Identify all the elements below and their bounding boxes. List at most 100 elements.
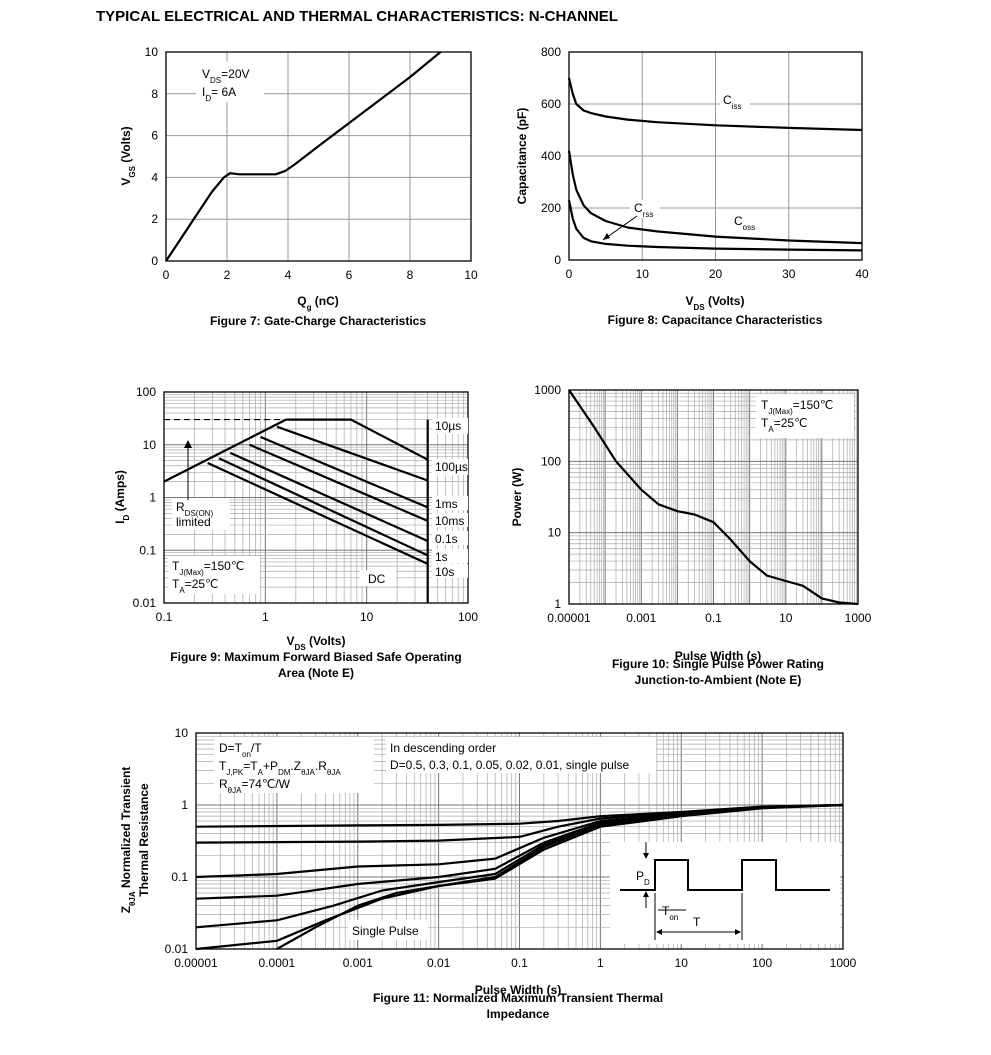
annotation-box xyxy=(214,737,374,793)
waveform-inset xyxy=(610,842,840,944)
pulse-label: 10ms xyxy=(435,514,464,528)
series-line-ciss xyxy=(567,77,863,132)
page-title: TYPICAL ELECTRICAL AND THERMAL CHARACTER… xyxy=(96,8,618,25)
y-tick-label: 10 xyxy=(143,438,157,452)
y-tick-label: 0.01 xyxy=(165,942,189,956)
x-axis-label: VDS (Volts) xyxy=(287,634,346,652)
annotation-box xyxy=(360,570,396,586)
annotation-box xyxy=(168,556,260,594)
x-tick-label: 4 xyxy=(285,268,292,282)
pd-arrowhead-top xyxy=(643,853,649,859)
annotation-limited: limited xyxy=(176,515,211,529)
y-tick-label: 0 xyxy=(554,253,561,267)
x-tick-label: 6 xyxy=(346,268,353,282)
annotation-box xyxy=(432,564,468,578)
y-tick-label: 0.1 xyxy=(171,870,188,884)
plot-frame xyxy=(195,732,844,950)
annotation-box xyxy=(196,62,264,102)
y-tick-label: 10 xyxy=(175,726,189,740)
annotation-ta: TA=25℃ xyxy=(172,577,219,595)
y-tick-label: 1 xyxy=(554,597,561,611)
y-tick-label: 0.01 xyxy=(133,596,157,610)
annotation-duty-list: D=0.5, 0.3, 0.1, 0.05, 0.02, 0.01, singl… xyxy=(390,758,629,772)
annotation-box xyxy=(432,549,468,563)
figure-caption: Figure 11: Normalized Maximum Transient … xyxy=(373,991,663,1005)
x-axis-label: Qg (nC) xyxy=(297,294,339,312)
y-axis-label: Power (W) xyxy=(510,468,524,527)
series-line-crss xyxy=(567,199,863,252)
y-tick-label: 0.1 xyxy=(139,543,156,557)
x-axis-label: Pulse Width (s) xyxy=(475,983,562,997)
crss-arrowhead xyxy=(603,233,610,240)
plot-frame xyxy=(165,51,472,262)
y-tick-label: 100 xyxy=(541,454,561,468)
x-tick-label: 0.001 xyxy=(343,956,373,970)
figure-11: 0.00001 0.0001 0.001 0.01 0.1 1 10 100 1000 0.01 0… xyxy=(119,726,857,1021)
x-tick-label: 100 xyxy=(458,610,478,624)
figure-caption: Figure 8: Capacitance Characteristics xyxy=(608,313,823,327)
y-tick-label: 8 xyxy=(151,87,158,101)
figure-caption: Figure 10: Single Pulse Power Rating xyxy=(612,657,824,671)
figure-caption: Area (Note E) xyxy=(278,666,354,680)
pulse-label: 10µs xyxy=(435,419,461,433)
y-tick-label: 1 xyxy=(181,798,188,812)
x-tick-label: 10 xyxy=(779,611,793,625)
x-tick-label: 100 xyxy=(752,956,772,970)
waveform-pd-label: PD xyxy=(636,869,650,887)
y-tick-label: 4 xyxy=(151,170,158,184)
x-tick-label: 0 xyxy=(566,267,573,281)
x-tick-label: 2 xyxy=(224,268,231,282)
y-tick-label: 800 xyxy=(541,45,561,59)
x-tick-label: 1 xyxy=(262,610,269,624)
pulse-label: 100µs xyxy=(435,460,468,474)
x-tick-label: 1000 xyxy=(830,956,857,970)
x-axis-label: Pulse Width (s) xyxy=(675,649,762,663)
x-tick-label: 0.0001 xyxy=(259,956,296,970)
pulse-label: 1ms xyxy=(435,497,458,511)
y-tick-label: 1 xyxy=(149,491,156,505)
x-tick-label: 10 xyxy=(636,267,650,281)
series-line-10s xyxy=(207,462,429,565)
annotation-rtheta: RθJA=74℃/W xyxy=(219,777,291,795)
annotation-box xyxy=(432,459,468,475)
y-axis-label: ID (Amps) xyxy=(113,470,131,524)
series-line-1ms xyxy=(260,435,429,509)
y-tick-label: 1000 xyxy=(534,383,561,397)
annotation-box xyxy=(432,513,468,527)
rds-arrowhead xyxy=(184,440,192,448)
pd-arrowhead-bottom xyxy=(643,891,649,897)
y-axis-label: ZθJA Normalized Transient xyxy=(119,767,137,914)
waveform-ton-label: Ton xyxy=(662,904,678,922)
pulse-label: 10s xyxy=(435,565,454,579)
series-line-10ms xyxy=(249,443,429,522)
x-tick-label: 0.1 xyxy=(705,611,722,625)
annotation-rdson: RDS(ON) xyxy=(176,500,213,518)
series-label-coss: Coss xyxy=(734,214,755,232)
x-tick-label: 10 xyxy=(675,956,689,970)
x-tick-label: 20 xyxy=(709,267,723,281)
annotation-id: ID= 6A xyxy=(202,85,236,103)
series-line-0-1s xyxy=(229,451,429,543)
x-tick-label: 10 xyxy=(464,268,478,282)
series-line-single-pulse xyxy=(276,803,844,950)
x-tick-label: 0.00001 xyxy=(547,611,591,625)
x-tick-label: 0.1 xyxy=(156,610,173,624)
pulse-label: 1s xyxy=(435,550,448,564)
x-tick-label: 0.00001 xyxy=(174,956,218,970)
annotation-tj: TJ(Max)=150℃ xyxy=(172,559,244,577)
series-line-0 xyxy=(165,51,442,262)
waveform-t-label: T xyxy=(693,915,701,929)
annotation-tjpk: TJ,PK=TA+PDM.ZθJA.RθJA xyxy=(219,759,341,777)
dc-label: DC xyxy=(368,572,386,586)
annotation-box xyxy=(730,213,760,231)
series-line-coss xyxy=(567,150,863,245)
annotation-ta: TA=25℃ xyxy=(761,416,808,434)
annotation-box xyxy=(386,737,656,773)
y-tick-label: 200 xyxy=(541,201,561,215)
y-tick-label: 6 xyxy=(151,129,158,143)
x-axis-label: VDS (Volts) xyxy=(686,294,745,312)
pulse-label: 0.1s xyxy=(435,532,458,546)
period-arrowhead-right xyxy=(735,929,741,935)
annotation-box xyxy=(348,920,428,940)
